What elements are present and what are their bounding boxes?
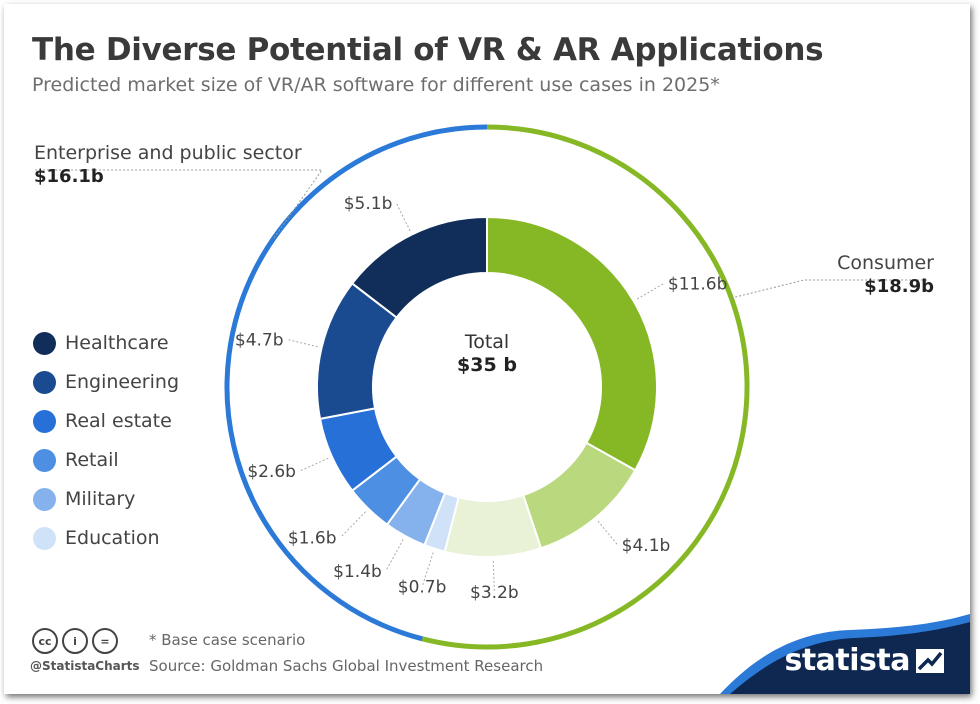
- cc-icon: cc: [32, 628, 58, 654]
- leader-healthcare: [395, 202, 411, 232]
- segment-healthcare: [350, 215, 488, 319]
- group-label-enterprise: Enterprise and public sector $16.1b: [34, 142, 302, 187]
- legend-label: Engineering: [65, 371, 179, 393]
- legend-swatch: [33, 409, 56, 433]
- group-label-consumer: Consumer $18.9b: [837, 252, 934, 297]
- legend-item-engineering: Engineering: [33, 370, 179, 394]
- legend-item-education: Education: [33, 526, 160, 550]
- donut-chart: $11.6b $4.1b $3.2b $0.7b $1.4b $1.6b $2.6b $4.7…: [34, 124, 929, 650]
- brand-logo-text: statista: [784, 643, 910, 678]
- group-name: Enterprise and public sector: [34, 142, 302, 164]
- legend-label: Military: [65, 488, 136, 510]
- license-icons: cc i =: [32, 628, 118, 654]
- brand-band: [720, 614, 970, 694]
- legend-label: Retail: [65, 449, 119, 471]
- statista-logo-icon: [916, 649, 944, 673]
- source-note: Source: Goldman Sachs Global Investment …: [149, 657, 544, 675]
- chart-title: The Diverse Potential of VR & AR Applica…: [32, 32, 824, 68]
- data-label-engineering: $4.7b: [235, 331, 284, 351]
- segment-video-entertainment: [443, 493, 543, 558]
- leader-consumer: [731, 279, 929, 299]
- group-total: $16.1b: [34, 166, 104, 187]
- legend-item-healthcare: Healthcare: [33, 331, 169, 355]
- legend-swatch: [33, 331, 56, 355]
- data-label-live-events: $4.1b: [622, 536, 671, 556]
- legend-item-real-estate: Real estate: [33, 409, 172, 433]
- data-label-retail: $1.6b: [288, 528, 337, 548]
- center-label: Total: [464, 331, 509, 353]
- nd-icon: =: [92, 628, 118, 654]
- legend-swatch: [33, 448, 56, 472]
- data-label-video-entertainment: $3.2b: [470, 583, 519, 603]
- data-label-videogames: $11.6b: [668, 274, 727, 294]
- legend-item-military: Military: [33, 487, 135, 511]
- legend-swatch: [33, 526, 56, 550]
- leader-military: [385, 539, 404, 572]
- footnote: * Base case scenario: [149, 631, 306, 649]
- chart-subtitle: Predicted market size of VR/AR software …: [32, 74, 720, 96]
- data-label-military: $1.4b: [333, 562, 382, 582]
- legend-swatch: [33, 487, 56, 511]
- ring-enterprise: [224, 124, 488, 642]
- legend-label: Healthcare: [65, 332, 169, 354]
- leader-videogames: [636, 283, 665, 300]
- group-name: Consumer: [837, 252, 934, 274]
- legend-swatch: [33, 370, 56, 394]
- social-handle: @StatistaCharts: [30, 659, 140, 673]
- legend-label: Education: [65, 527, 160, 549]
- center-value: $35 b: [457, 354, 517, 376]
- chart-card: The Diverse Potential of VR & AR Applica…: [4, 4, 970, 694]
- legend-item-retail: Retail: [33, 448, 119, 472]
- legend-label: Real estate: [65, 410, 172, 432]
- leader-real-estate: [299, 457, 329, 472]
- group-total: $18.9b: [864, 276, 934, 297]
- leader-retail: [340, 511, 366, 538]
- ring-consumer: [421, 124, 750, 650]
- leader-engineering: [287, 339, 318, 348]
- leader-education: [421, 552, 434, 587]
- leader-video-entertainment: [492, 560, 495, 592]
- leader-live-events: [597, 520, 619, 546]
- data-label-real-estate: $2.6b: [247, 462, 296, 482]
- by-icon: i: [62, 628, 88, 654]
- data-label-healthcare: $5.1b: [344, 194, 393, 214]
- data-label-education: $0.7b: [398, 578, 447, 598]
- segment-videogames: [486, 215, 658, 472]
